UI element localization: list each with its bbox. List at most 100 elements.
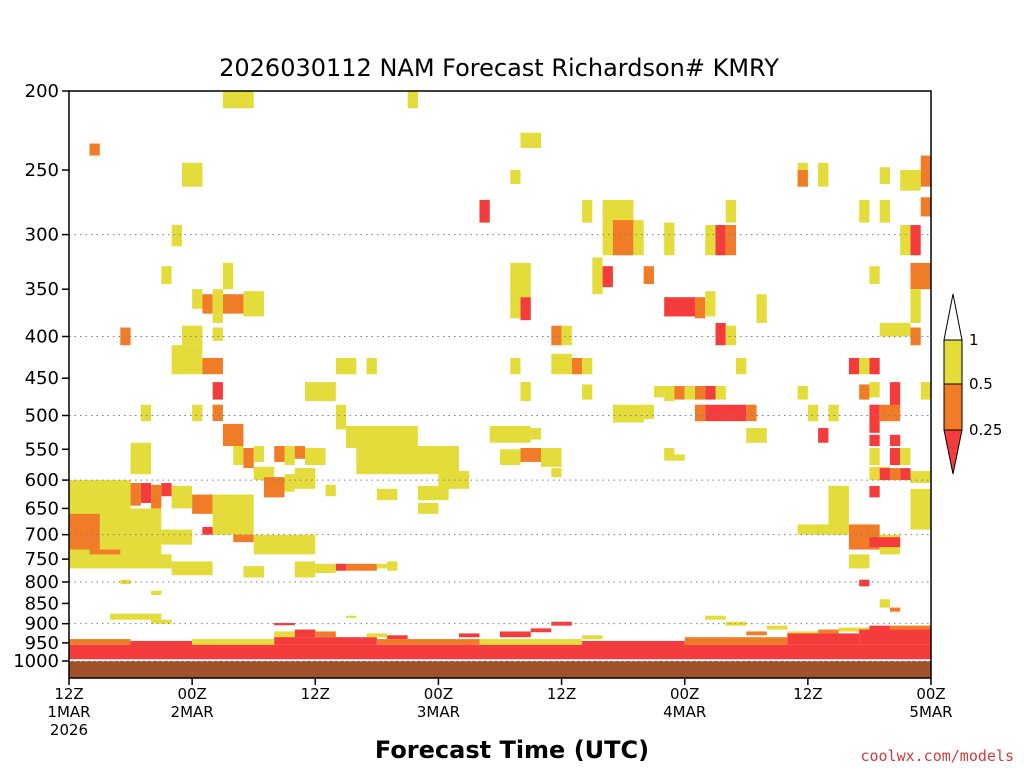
ri-cell bbox=[222, 423, 244, 447]
ri-cell bbox=[807, 404, 819, 422]
y-tick-label: 850 bbox=[25, 593, 59, 614]
ri-cell bbox=[900, 170, 921, 191]
ri-cell bbox=[705, 615, 726, 620]
colorbar-bottom-triangle bbox=[943, 429, 963, 475]
ri-cell bbox=[879, 199, 890, 223]
ri-cell bbox=[869, 447, 880, 466]
colorbar-label: 1 bbox=[969, 331, 979, 349]
ri-cell bbox=[582, 640, 685, 646]
ri-cell bbox=[859, 579, 870, 587]
ri-cell bbox=[171, 345, 203, 375]
ri-cell bbox=[551, 353, 572, 375]
ri-cell bbox=[274, 631, 295, 640]
ri-cell bbox=[520, 132, 542, 149]
x-tick-label: 3MAR bbox=[417, 703, 460, 721]
plot-frame bbox=[68, 90, 932, 679]
ri-cell bbox=[889, 447, 901, 466]
ri-cell bbox=[171, 561, 213, 576]
ri-cell bbox=[130, 442, 152, 475]
ri-cell bbox=[161, 266, 172, 285]
ri-cell bbox=[69, 513, 100, 550]
ri-cell bbox=[848, 357, 860, 375]
ri-cell bbox=[161, 529, 193, 545]
ri-cell bbox=[417, 485, 449, 501]
ri-cell bbox=[284, 474, 295, 492]
ri-cell bbox=[725, 325, 737, 346]
ri-cell bbox=[694, 404, 706, 422]
ri-cell bbox=[859, 199, 870, 223]
ri-cell bbox=[520, 297, 531, 321]
ri-cell bbox=[674, 385, 685, 400]
ri-cell bbox=[520, 447, 542, 462]
ri-cell bbox=[920, 155, 931, 187]
ri-cell bbox=[694, 385, 706, 400]
ri-cell bbox=[315, 631, 336, 638]
ri-cell bbox=[900, 225, 911, 256]
ri-cell bbox=[551, 621, 572, 626]
ri-cell bbox=[582, 384, 593, 400]
ri-cell bbox=[356, 446, 459, 475]
ri-cell bbox=[181, 325, 203, 346]
ri-cell bbox=[582, 357, 593, 375]
ri-cell bbox=[910, 289, 921, 323]
ri-cell bbox=[653, 385, 665, 398]
ri-cell bbox=[664, 297, 695, 317]
x-tick-label: 12Z bbox=[54, 685, 83, 703]
ri-cell bbox=[869, 537, 901, 548]
ri-cell bbox=[140, 404, 152, 422]
ri-cell bbox=[889, 434, 901, 447]
ri-cell bbox=[910, 225, 921, 256]
ri-cell bbox=[222, 294, 244, 314]
ri-cell bbox=[869, 404, 880, 433]
x-tick-label: 00Z bbox=[670, 685, 699, 703]
x-tick-label: 12Z bbox=[547, 685, 576, 703]
x-tick-label: 1MAR bbox=[47, 703, 90, 721]
y-tick-label: 550 bbox=[25, 439, 59, 460]
ri-cell bbox=[366, 357, 377, 375]
ri-cell bbox=[715, 385, 726, 400]
ri-cell bbox=[479, 639, 583, 645]
y-tick-label: 300 bbox=[25, 225, 59, 246]
ri-cell bbox=[69, 554, 172, 569]
ri-cell bbox=[571, 357, 583, 375]
ri-cell bbox=[89, 143, 100, 156]
ri-cell bbox=[202, 527, 213, 535]
ri-cell bbox=[500, 449, 521, 466]
ri-cell bbox=[233, 446, 244, 466]
ri-cell bbox=[151, 484, 162, 509]
x-tick-label: 5MAR bbox=[909, 703, 952, 721]
ri-cell bbox=[346, 563, 377, 571]
ri-cell bbox=[674, 454, 685, 461]
y-tick-label: 450 bbox=[25, 368, 59, 389]
ri-cell bbox=[305, 382, 336, 402]
ri-cell bbox=[387, 561, 398, 571]
ri-cell bbox=[253, 446, 264, 462]
ri-cell bbox=[335, 404, 347, 430]
colorbar-label: 0.5 bbox=[969, 375, 993, 393]
credit-link[interactable]: coolwx.com/models bbox=[860, 747, 1014, 765]
ri-cell bbox=[787, 633, 860, 645]
ri-cell bbox=[346, 425, 418, 448]
ri-cell bbox=[664, 222, 675, 256]
ri-cell bbox=[212, 289, 223, 323]
ri-cell bbox=[263, 477, 285, 498]
ri-cell bbox=[879, 599, 890, 608]
ri-cell bbox=[212, 382, 223, 400]
ri-cell bbox=[315, 563, 336, 574]
ri-cell bbox=[151, 590, 162, 596]
ri-cell bbox=[151, 619, 172, 624]
ri-cell bbox=[746, 428, 767, 443]
ri-cell bbox=[859, 629, 931, 645]
ri-cell bbox=[222, 91, 254, 109]
ri-cell bbox=[612, 220, 634, 256]
ri-cell bbox=[284, 446, 295, 466]
ri-cell bbox=[910, 262, 931, 290]
ri-cell bbox=[130, 640, 193, 646]
y-tick-label: 500 bbox=[25, 406, 59, 427]
chart-title: 2026030112 NAM Forecast Richardson# KMRY bbox=[219, 54, 779, 82]
ri-cell bbox=[705, 385, 716, 400]
ri-cell bbox=[910, 488, 931, 530]
ri-cell bbox=[110, 613, 162, 620]
ri-cell bbox=[305, 447, 326, 466]
ri-cell bbox=[736, 357, 747, 375]
